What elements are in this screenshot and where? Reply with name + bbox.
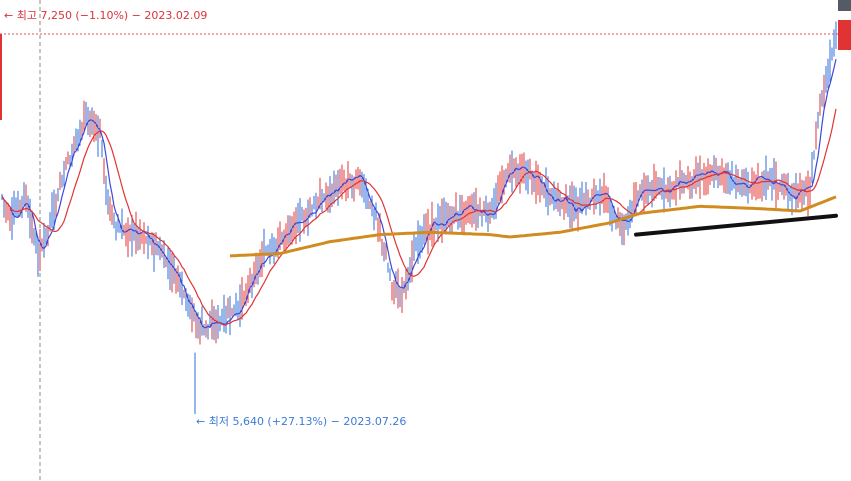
trend-line: [634, 213, 838, 237]
ma-gold-line: [229, 195, 837, 258]
ma-short-line: [1, 58, 837, 329]
high-annotation: ← 최고 7,250 (−1.10%) − 2023.02.09: [4, 9, 208, 22]
corner-tab[interactable]: [838, 0, 851, 11]
ma-long-line: [1, 108, 837, 326]
low-annotation: ← 최저 5,640 (+27.13%) − 2023.07.26: [196, 415, 407, 428]
current-price-tag: [838, 20, 851, 50]
